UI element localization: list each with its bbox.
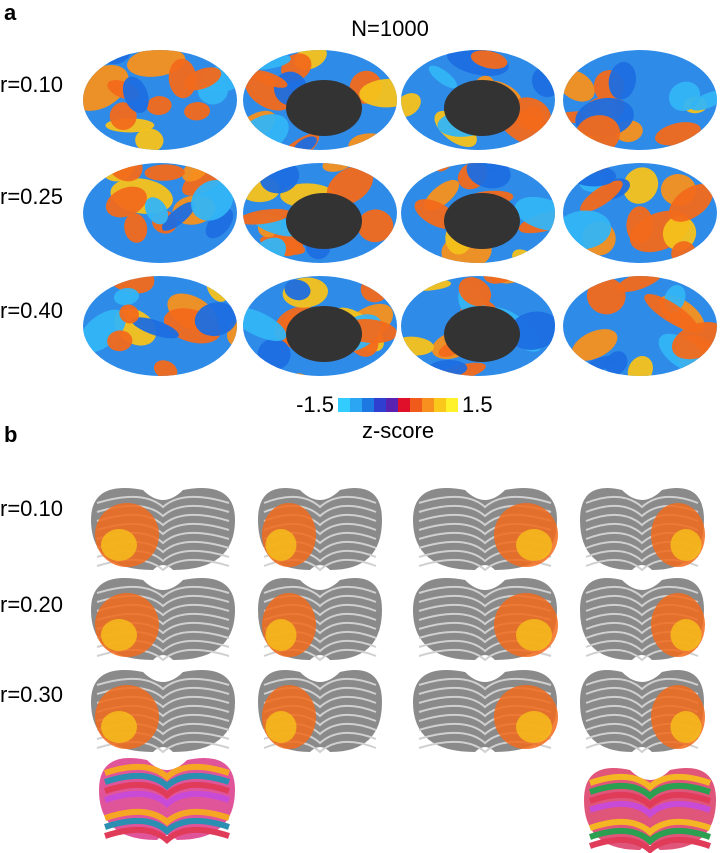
colorbar	[338, 398, 458, 412]
panel-label: b	[4, 422, 17, 447]
row-label: r=0.20	[0, 592, 63, 617]
panel-label: a	[4, 0, 17, 25]
cerebellum	[91, 670, 235, 754]
row-label: r=0.25	[0, 184, 63, 209]
cerebellum	[413, 578, 558, 662]
cortex	[563, 50, 717, 150]
cortex	[243, 276, 397, 376]
row-label: r=0.30	[0, 682, 63, 707]
row-label: r=0.10	[0, 72, 63, 97]
colorbar-label: z-score	[362, 418, 434, 443]
cortex	[83, 163, 237, 263]
cortex	[243, 163, 397, 263]
cortex	[563, 163, 717, 263]
cerebellum	[91, 578, 235, 662]
cerebellum	[258, 488, 382, 572]
cortex	[401, 50, 555, 150]
cerebellum	[580, 488, 705, 572]
cerebellum	[580, 578, 705, 662]
cortex	[563, 276, 717, 376]
cortex	[243, 50, 397, 150]
cerebellum	[91, 488, 235, 572]
panel-title: N=1000	[351, 16, 429, 41]
row-label: r=0.40	[0, 298, 63, 323]
cerebellum	[258, 670, 382, 754]
cortex	[83, 276, 237, 376]
colorbar-min: -1.5	[296, 392, 334, 417]
cerebellum	[580, 670, 705, 754]
cerebellum	[258, 578, 382, 662]
cerebellum	[584, 768, 716, 853]
cortex	[83, 50, 237, 150]
cerebellum	[413, 670, 558, 754]
cortex	[401, 163, 555, 263]
cerebellum	[413, 488, 558, 572]
colorbar-max: 1.5	[462, 392, 493, 417]
row-label: r=0.10	[0, 496, 63, 521]
cerebellum	[99, 758, 235, 845]
